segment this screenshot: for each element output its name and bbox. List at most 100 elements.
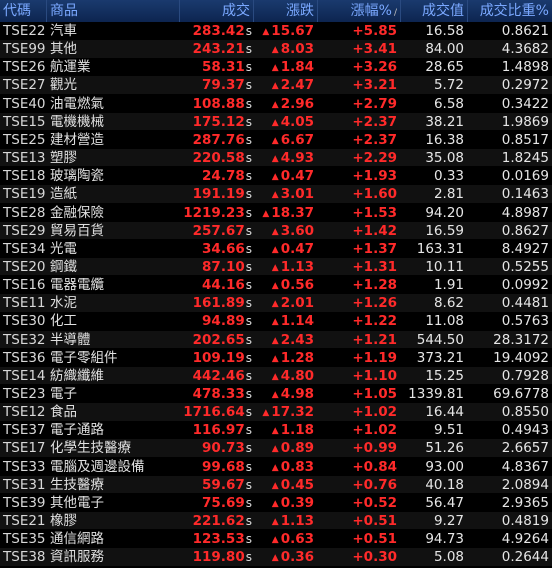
up-triangle-icon: ▲ xyxy=(271,517,279,528)
row-change: ▲ 15.67 xyxy=(254,22,318,40)
row-change-value: 0.63 xyxy=(280,531,314,548)
row-price: 94.89s xyxy=(180,312,254,330)
row-pct: +5.85 xyxy=(352,23,397,39)
row-price-value: 478.33 xyxy=(192,386,245,402)
table-row[interactable]: TSE19 造紙 191.19s ▲ 3.01 +1.60 2.81 0.1463 xyxy=(0,185,552,203)
table-row[interactable]: TSE28 金融保險 1219.23s ▲ 18.37 +1.53 94.20 4.8987 xyxy=(0,204,552,221)
row-price: 123.53s xyxy=(180,530,254,548)
header-pct[interactable]: 漲幅% / xyxy=(318,0,401,22)
table-row[interactable]: TSE32 半導體 202.65s ▲ 2.43 +1.21 544.50 28.3172 xyxy=(0,330,552,349)
row-price-suffix: s xyxy=(245,368,252,383)
up-triangle-icon: ▲ xyxy=(262,208,270,219)
table-row[interactable]: TSE31 生技醫療 59.67s ▲ 0.45 +0.76 40.18 2.0894 xyxy=(0,475,552,494)
row-code: TSE15 xyxy=(3,113,46,130)
row-price-value: 202.65 xyxy=(192,331,245,348)
row-price-value: 90.73 xyxy=(202,440,245,457)
row-code: TSE32 xyxy=(3,331,46,348)
table-row[interactable]: TSE34 光電 34.66s ▲ 0.47 +1.37 163.31 8.4927 xyxy=(0,240,552,257)
row-price-value: 59.67 xyxy=(202,476,245,493)
row-price-suffix: s xyxy=(245,259,252,274)
table-row[interactable]: TSE12 食品 1716.64s ▲ 17.32 +1.02 16.44 0.8550 xyxy=(0,403,552,421)
table-row[interactable]: TSE21 橡膠 221.62s ▲ 1.13 +0.51 9.27 0.4819 xyxy=(0,512,552,530)
row-value: 5.72 xyxy=(433,77,464,94)
table-row[interactable]: TSE26 航運業 58.31s ▲ 1.84 +3.26 28.65 1.4898 xyxy=(0,58,552,75)
row-code: TSE14 xyxy=(3,367,46,384)
row-price-suffix: s xyxy=(245,223,252,238)
row-change-value: 15.67 xyxy=(271,23,314,39)
row-price-value: 75.69 xyxy=(202,494,245,511)
table-row[interactable]: TSE25 建材營造 287.76s ▲ 6.67 +2.37 16.38 0.8517 xyxy=(0,131,552,148)
row-change: ▲ 3.60 xyxy=(254,222,318,240)
table-row[interactable]: TSE99 其他 243.21s ▲ 8.03 +3.41 84.00 4.3682 xyxy=(0,40,552,58)
up-triangle-icon: ▲ xyxy=(271,371,279,382)
row-ratio: 0.0169 xyxy=(501,168,549,185)
row-change: ▲ 0.56 xyxy=(254,276,318,294)
table-row[interactable]: TSE18 玻璃陶瓷 24.78s ▲ 0.47 +1.93 0.33 0.0169 xyxy=(0,167,552,184)
table-row[interactable]: TSE22 汽車 283.42s ▲ 15.67 +5.85 16.58 0.8621 xyxy=(0,22,552,39)
header-price[interactable]: 成交 xyxy=(180,0,254,22)
row-price-suffix: s xyxy=(245,495,252,510)
header-pct-label: 漲幅% xyxy=(350,3,392,19)
table-row[interactable]: TSE39 其他電子 75.69s ▲ 0.39 +0.52 56.47 2.9365 xyxy=(0,494,552,511)
row-pct: +1.42 xyxy=(352,222,397,239)
header-code[interactable]: 代碼 xyxy=(0,0,47,22)
up-triangle-icon: ▲ xyxy=(271,154,279,165)
table-row[interactable]: TSE38 資訊服務 119.80s ▲ 0.36 +0.30 5.08 0.2644 xyxy=(0,548,552,566)
up-triangle-icon: ▲ xyxy=(271,317,279,328)
table-row[interactable]: TSE17 化學生技醫療 90.73s ▲ 0.89 +0.99 51.26 2.6657 xyxy=(0,439,552,457)
row-ratio: 0.4481 xyxy=(501,295,549,312)
up-triangle-icon: ▲ xyxy=(262,408,270,419)
table-row[interactable]: TSE37 電子通路 116.97s ▲ 1.18 +1.02 9.51 0.4943 xyxy=(0,421,552,438)
table-row[interactable]: TSE29 貿易百貨 257.67s ▲ 3.60 +1.42 16.59 0.8627 xyxy=(0,221,552,240)
row-name: 電子通路 xyxy=(50,422,104,439)
row-change-value: 2.01 xyxy=(280,295,314,312)
row-price-value: 109.19 xyxy=(192,349,245,366)
row-change-value: 2.96 xyxy=(280,95,314,112)
row-name: 建材營造 xyxy=(50,131,104,148)
table-row[interactable]: TSE23 電子 478.33s ▲ 4.98 +1.05 1339.81 69.6778 xyxy=(0,385,552,402)
row-price: 109.19s xyxy=(180,349,254,367)
table-row[interactable]: TSE16 電器電纜 44.16s ▲ 0.56 +1.28 1.91 0.0992 xyxy=(0,276,552,293)
row-code: TSE26 xyxy=(3,59,46,76)
sort-indicator-icon: / xyxy=(393,8,397,18)
row-price: 257.67s xyxy=(180,222,254,240)
row-code: TSE39 xyxy=(3,494,46,511)
row-change: ▲ 1.14 xyxy=(254,312,318,330)
row-change: ▲ 0.83 xyxy=(254,458,318,476)
header-change[interactable]: 漲跌 xyxy=(254,0,318,22)
row-change: ▲ 2.47 xyxy=(254,76,318,94)
table-row[interactable]: TSE30 化工 94.89s ▲ 1.14 +1.22 11.08 0.5763 xyxy=(0,312,552,329)
row-ratio: 69.6778 xyxy=(493,386,549,402)
row-price-value: 119.80 xyxy=(192,549,245,566)
row-change: ▲ 0.63 xyxy=(254,530,318,548)
table-row[interactable]: TSE40 油電燃氣 108.88s ▲ 2.96 +2.79 6.58 0.3422 xyxy=(0,95,552,112)
row-name: 電子 xyxy=(50,386,77,402)
table-row[interactable]: TSE35 通信網路 123.53s ▲ 0.63 +0.51 94.73 4.9264 xyxy=(0,530,552,547)
up-triangle-icon: ▲ xyxy=(262,27,270,37)
row-price-value: 44.16 xyxy=(202,277,245,294)
table-row[interactable]: TSE14 紡織纖維 442.46s ▲ 4.80 +1.10 15.25 0.7928 xyxy=(0,366,552,385)
row-price: 220.58s xyxy=(180,149,254,167)
table-row[interactable]: TSE20 鋼鐵 87.10s ▲ 1.13 +1.31 10.11 0.5255 xyxy=(0,257,552,276)
row-ratio: 0.5763 xyxy=(501,313,549,330)
header-value[interactable]: 成交值 xyxy=(401,0,468,22)
table-row[interactable]: TSE36 電子零組件 109.19s ▲ 1.28 +1.19 373.21 19.4092 xyxy=(0,349,552,366)
row-change: ▲ 2.43 xyxy=(254,331,318,349)
header-ratio[interactable]: 成交比重% xyxy=(479,3,549,19)
table-row[interactable]: TSE33 電腦及週邊設備 99.68s ▲ 0.83 +0.84 93.00 4.8367 xyxy=(0,458,552,475)
row-price-suffix: s xyxy=(245,441,252,456)
row-price-value: 99.68 xyxy=(202,458,245,475)
up-triangle-icon: ▲ xyxy=(271,299,279,310)
row-name: 油電燃氣 xyxy=(50,95,104,112)
row-price-suffix: s xyxy=(245,205,252,220)
row-name: 生技醫療 xyxy=(50,476,104,493)
row-change-value: 3.01 xyxy=(280,186,314,203)
header-name[interactable]: 商品 xyxy=(47,0,180,22)
table-row[interactable]: TSE13 塑膠 220.58s ▲ 4.93 +2.29 35.08 1.8245 xyxy=(0,149,552,167)
table-row[interactable]: TSE15 電機機械 175.12s ▲ 4.05 +2.37 38.21 1.9869 xyxy=(0,112,552,131)
row-value: 8.62 xyxy=(433,295,464,312)
row-price: 34.66s xyxy=(180,240,254,258)
table-row[interactable]: TSE11 水泥 161.89s ▲ 2.01 +1.26 8.62 0.4481 xyxy=(0,294,552,312)
table-row[interactable]: TSE27 觀光 79.37s ▲ 2.47 +3.21 5.72 0.2972 xyxy=(0,76,552,94)
row-price: 283.42s xyxy=(180,22,254,40)
